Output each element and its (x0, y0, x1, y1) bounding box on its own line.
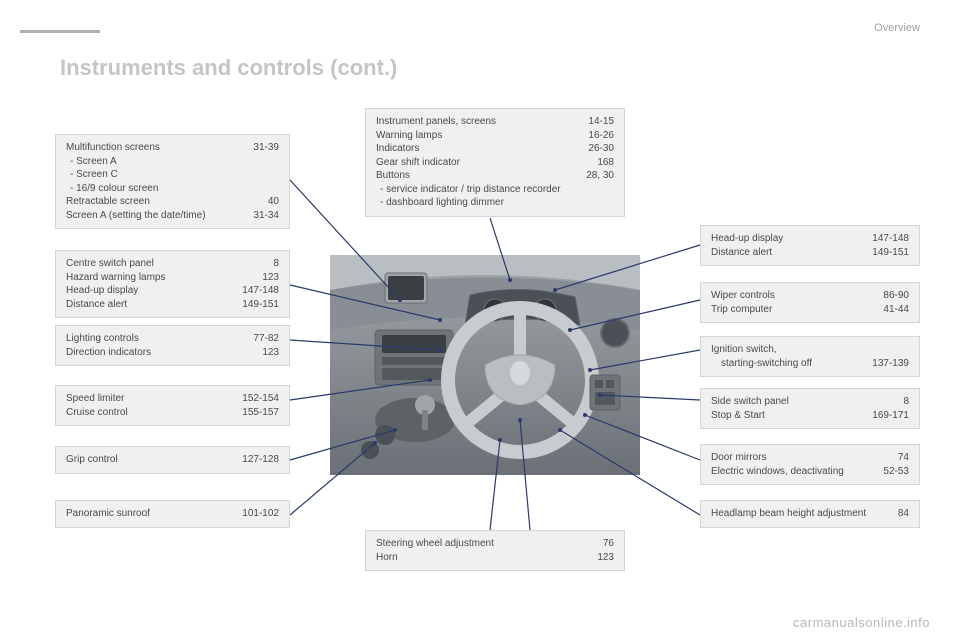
row-subitem: Screen C (66, 168, 279, 182)
row-pages: 147-148 (864, 232, 909, 246)
row-pages: 169-171 (864, 409, 909, 423)
box-instrument-panels: Instrument panels, screens14-15 Warning … (365, 108, 625, 217)
row-label: Hazard warning lamps (66, 271, 254, 285)
row-label: Cruise control (66, 406, 234, 420)
box-steering-wheel: Steering wheel adjustment76 Horn123 (365, 530, 625, 571)
row-pages: 149-151 (864, 246, 909, 260)
row-pages: 40 (260, 195, 279, 209)
row-pages: 152-154 (234, 392, 279, 406)
row-label: Head-up display (711, 232, 864, 246)
box-centre-switch-panel: Centre switch panel8 Hazard warning lamp… (55, 250, 290, 318)
row-label: Head-up display (66, 284, 234, 298)
box-side-switch-panel: Side switch panel8 Stop & Start169-171 (700, 388, 920, 429)
row-pages: 28, 30 (578, 169, 614, 183)
row-pages: 14-15 (580, 115, 614, 129)
row-pages: 52-53 (875, 465, 909, 479)
row-pages: 74 (890, 451, 909, 465)
row-pages: 149-151 (234, 298, 279, 312)
page-title: Instruments and controls (cont.) (60, 55, 397, 81)
header-bar (20, 30, 100, 33)
dashboard-svg (330, 255, 640, 475)
row-label: Side switch panel (711, 395, 895, 409)
dashboard-illustration (330, 255, 640, 475)
row-label: starting-switching off (711, 357, 864, 371)
row-pages: 84 (890, 507, 909, 521)
row-subitem: 16/9 colour screen (66, 182, 279, 196)
box-lighting-controls: Lighting controls77-82 Direction indicat… (55, 325, 290, 366)
row-label: Door mirrors (711, 451, 890, 465)
row-label: Distance alert (66, 298, 234, 312)
row-label: Horn (376, 551, 589, 565)
box-speed-limiter: Speed limiter152-154 Cruise control155-1… (55, 385, 290, 426)
row-pages: 123 (589, 551, 614, 565)
row-label: Steering wheel adjustment (376, 537, 595, 551)
box-wiper-controls: Wiper controls86-90 Trip computer41-44 (700, 282, 920, 323)
box-ignition-switch: Ignition switch, starting-switching off1… (700, 336, 920, 377)
section-label: Overview (874, 22, 920, 34)
box-grip-control: Grip control127-128 (55, 446, 290, 474)
row-pages: 123 (254, 271, 279, 285)
row-subitem: service indicator / trip distance record… (376, 183, 614, 197)
row-pages (901, 343, 909, 357)
row-pages: 147-148 (234, 284, 279, 298)
row-label: Warning lamps (376, 129, 580, 143)
row-pages: 8 (895, 395, 909, 409)
row-subitem: dashboard lighting dimmer (376, 196, 614, 210)
row-label: Gear shift indicator (376, 156, 589, 170)
row-pages: 137-139 (864, 357, 909, 371)
row-label: Retractable screen (66, 195, 260, 209)
row-label: Centre switch panel (66, 257, 265, 271)
row-label: Instrument panels, screens (376, 115, 580, 129)
box-multifunction-screens: Multifunction screens31-39 Screen A Scre… (55, 134, 290, 229)
row-pages: 123 (254, 346, 279, 360)
row-pages: 76 (595, 537, 614, 551)
row-label: Grip control (66, 453, 234, 467)
row-pages: 16-26 (580, 129, 614, 143)
row-pages: 86-90 (875, 289, 909, 303)
row-pages: 155-157 (234, 406, 279, 420)
row-pages: 101-102 (234, 507, 279, 521)
row-pages: 127-128 (234, 453, 279, 467)
row-label: Multifunction screens (66, 141, 245, 155)
box-headlamp-beam: Headlamp beam height adjustment84 (700, 500, 920, 528)
row-subitem: Screen A (66, 155, 279, 169)
row-label: Headlamp beam height adjustment (711, 507, 890, 521)
row-pages: 41-44 (875, 303, 909, 317)
row-label: Trip computer (711, 303, 875, 317)
row-label: Speed limiter (66, 392, 234, 406)
row-pages: 168 (589, 156, 614, 170)
row-label: Electric windows, deactivating (711, 465, 875, 479)
row-pages: 8 (265, 257, 279, 271)
row-label: Lighting controls (66, 332, 245, 346)
row-pages: 31-39 (245, 141, 279, 155)
row-label: Screen A (setting the date/time) (66, 209, 245, 223)
row-label: Direction indicators (66, 346, 254, 360)
row-label: Ignition switch, (711, 343, 901, 357)
row-label: Stop & Start (711, 409, 864, 423)
row-pages: 31-34 (245, 209, 279, 223)
row-label: Indicators (376, 142, 580, 156)
box-panoramic-sunroof: Panoramic sunroof101-102 (55, 500, 290, 528)
row-label: Distance alert (711, 246, 864, 260)
row-label: Buttons (376, 169, 578, 183)
watermark-text: carmanualsonline.info (793, 615, 930, 630)
row-label: Panoramic sunroof (66, 507, 234, 521)
box-door-mirrors: Door mirrors74 Electric windows, deactiv… (700, 444, 920, 485)
row-pages: 26-30 (580, 142, 614, 156)
row-label: Wiper controls (711, 289, 875, 303)
row-pages: 77-82 (245, 332, 279, 346)
box-head-up-display: Head-up display147-148 Distance alert149… (700, 225, 920, 266)
